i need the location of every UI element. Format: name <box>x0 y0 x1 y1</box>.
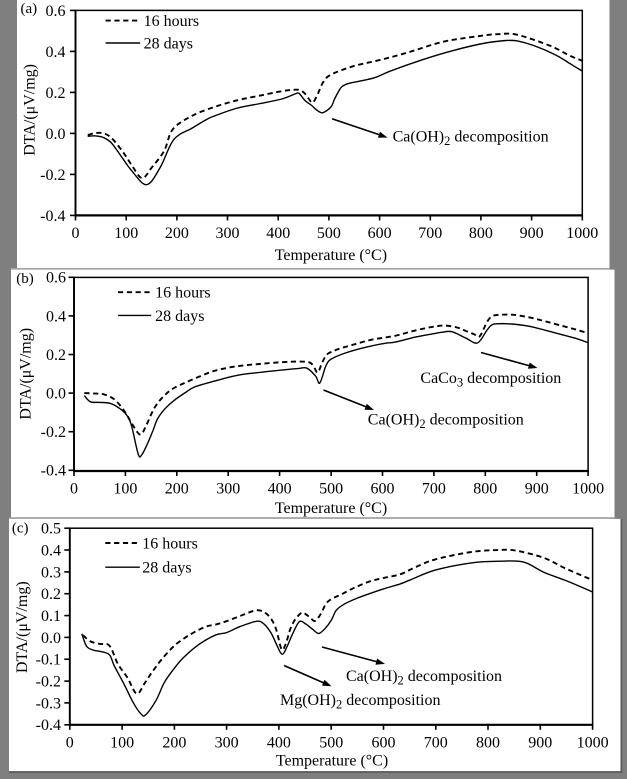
svg-text:DTA/(μV/mg): DTA/(μV/mg) <box>14 581 31 673</box>
svg-text:1000: 1000 <box>577 735 609 752</box>
svg-text:16 hours: 16 hours <box>142 536 198 553</box>
svg-text:0.4: 0.4 <box>46 44 66 61</box>
svg-text:300: 300 <box>216 225 240 242</box>
svg-text:16 hours: 16 hours <box>144 13 200 30</box>
svg-text:0.2: 0.2 <box>46 85 66 102</box>
svg-text:400: 400 <box>268 480 292 497</box>
svg-text:600: 600 <box>368 225 392 242</box>
svg-text:300: 300 <box>215 735 239 752</box>
svg-text:900: 900 <box>528 735 552 752</box>
svg-text:0.3: 0.3 <box>41 564 61 581</box>
svg-text:-0.1: -0.1 <box>36 652 61 669</box>
svg-text:(c): (c) <box>12 521 29 537</box>
svg-text:600: 600 <box>371 480 395 497</box>
svg-text:-0.2: -0.2 <box>36 674 61 691</box>
svg-text:(b): (b) <box>16 271 34 287</box>
svg-text:0.1: 0.1 <box>41 608 61 625</box>
svg-text:200: 200 <box>165 480 189 497</box>
svg-text:Mg(OH)2 decomposition: Mg(OH)2 decomposition <box>280 692 440 712</box>
svg-text:-0.4: -0.4 <box>40 208 65 225</box>
svg-text:0.4: 0.4 <box>41 542 61 559</box>
svg-text:-0.4: -0.4 <box>36 717 61 734</box>
svg-text:Ca(OH)2 decomposition: Ca(OH)2 decomposition <box>368 411 524 431</box>
svg-text:0.5: 0.5 <box>41 521 61 538</box>
svg-text:0: 0 <box>70 480 78 497</box>
svg-text:1000: 1000 <box>566 225 598 242</box>
svg-text:Ca(OH)2 decomposition: Ca(OH)2 decomposition <box>393 128 549 148</box>
svg-text:800: 800 <box>469 225 493 242</box>
svg-text:1000: 1000 <box>572 480 604 497</box>
svg-text:28 days: 28 days <box>155 308 204 325</box>
svg-text:900: 900 <box>520 225 544 242</box>
svg-text:(a): (a) <box>21 1 38 17</box>
svg-text:CaCo3 decomposition: CaCo3 decomposition <box>420 370 561 390</box>
svg-text:200: 200 <box>162 735 186 752</box>
svg-text:900: 900 <box>525 480 549 497</box>
svg-text:100: 100 <box>110 735 134 752</box>
svg-text:0: 0 <box>72 225 80 242</box>
svg-text:DTA/(μV/mg): DTA/(μV/mg) <box>21 64 38 156</box>
svg-text:700: 700 <box>422 480 446 497</box>
svg-text:0.6: 0.6 <box>46 270 66 287</box>
svg-text:Ca(OH)2 decomposition: Ca(OH)2 decomposition <box>346 668 502 688</box>
svg-text:0.6: 0.6 <box>46 3 66 20</box>
svg-text:600: 600 <box>372 735 396 752</box>
svg-text:-0.2: -0.2 <box>41 424 66 441</box>
svg-text:400: 400 <box>267 735 291 752</box>
svg-text:500: 500 <box>319 735 343 752</box>
svg-text:28 days: 28 days <box>142 560 191 577</box>
svg-text:Temperature (°C): Temperature (°C) <box>276 752 388 769</box>
svg-text:700: 700 <box>424 735 448 752</box>
svg-text:800: 800 <box>473 480 497 497</box>
svg-text:0.2: 0.2 <box>41 586 61 603</box>
svg-text:500: 500 <box>317 225 341 242</box>
svg-text:800: 800 <box>476 735 500 752</box>
svg-text:-0.4: -0.4 <box>41 463 66 480</box>
svg-text:700: 700 <box>418 225 442 242</box>
svg-text:400: 400 <box>266 225 290 242</box>
svg-text:0.4: 0.4 <box>46 308 66 325</box>
svg-text:200: 200 <box>165 225 189 242</box>
svg-text:0.0: 0.0 <box>46 386 66 403</box>
svg-text:0.0: 0.0 <box>41 630 61 647</box>
svg-text:100: 100 <box>113 480 137 497</box>
svg-text:DTA/(μV/mg): DTA/(μV/mg) <box>17 328 34 420</box>
svg-text:Temperature (°C): Temperature (°C) <box>275 500 387 517</box>
svg-text:100: 100 <box>114 225 138 242</box>
svg-text:500: 500 <box>319 480 343 497</box>
svg-text:-0.3: -0.3 <box>36 695 61 712</box>
svg-text:0.2: 0.2 <box>46 347 66 364</box>
svg-text:0.0: 0.0 <box>46 126 66 143</box>
svg-text:0: 0 <box>66 735 74 752</box>
svg-text:28 days: 28 days <box>144 36 193 53</box>
svg-text:Temperature (°C): Temperature (°C) <box>275 247 387 264</box>
svg-text:300: 300 <box>216 480 240 497</box>
svg-text:-0.2: -0.2 <box>40 167 65 184</box>
svg-text:16 hours: 16 hours <box>155 285 211 302</box>
